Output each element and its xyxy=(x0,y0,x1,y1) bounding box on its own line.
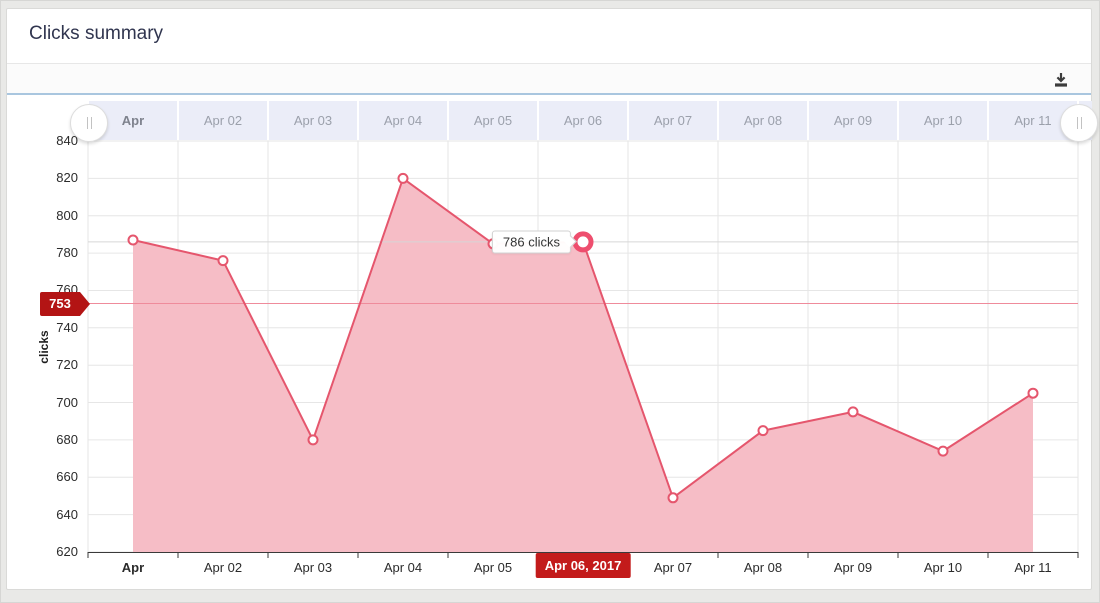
x-tick-label: Apr 07 xyxy=(653,560,693,575)
area-fill xyxy=(133,178,1033,552)
navigator-cell[interactable]: Apr 02 xyxy=(179,101,267,140)
download-button[interactable] xyxy=(1049,69,1073,89)
y-tick-label: 800 xyxy=(56,207,78,223)
y-tick-label: 620 xyxy=(56,544,78,559)
x-tick-label: Apr 10 xyxy=(923,560,963,575)
navigator-cell[interactable]: Apr 09 xyxy=(809,101,897,140)
y-tick-label: 680 xyxy=(56,431,78,447)
navigator-handle-right[interactable] xyxy=(1060,104,1098,142)
x-tick-label: Apr 09 xyxy=(833,560,873,575)
data-point[interactable] xyxy=(397,172,409,184)
chart-tooltip: 786 clicks xyxy=(491,230,571,254)
data-point[interactable] xyxy=(127,234,139,246)
data-point[interactable] xyxy=(847,406,859,418)
x-tick-label: Apr 03 xyxy=(293,560,333,575)
navigator-cell[interactable]: Apr 10 xyxy=(899,101,987,140)
y-axis-title: clicks xyxy=(37,329,51,364)
y-tick-label: 740 xyxy=(56,319,78,335)
navigator-cell[interactable]: Apr 03 xyxy=(269,101,357,140)
x-tick-label: Apr xyxy=(121,560,145,575)
data-point[interactable] xyxy=(307,434,319,446)
x-tick-label: Apr 04 xyxy=(383,560,423,575)
plotline-badge: 753 xyxy=(40,291,90,316)
y-tick-label: 820 xyxy=(56,170,78,186)
data-point[interactable] xyxy=(217,255,229,267)
tooltip-label: 786 clicks xyxy=(502,234,560,250)
y-tick-label: 840 xyxy=(56,133,78,148)
card-header: Clicks summary xyxy=(7,9,1091,64)
data-point[interactable] xyxy=(937,445,949,457)
page-title: Clicks summary xyxy=(29,23,164,44)
chart-toolbar xyxy=(7,64,1091,95)
y-tick-label: 720 xyxy=(56,357,78,373)
x-tick-label: Apr 02 xyxy=(203,560,243,575)
navigator-cell[interactable]: Apr 11 xyxy=(989,101,1077,140)
navigator-handle-left[interactable] xyxy=(70,104,108,142)
data-point[interactable] xyxy=(757,425,769,437)
navigator-cell[interactable]: Apr 04 xyxy=(359,101,447,140)
x-tick-label: Apr 05 xyxy=(473,560,513,575)
navigator-cell[interactable]: Apr 05 xyxy=(449,101,537,140)
y-tick-label: 780 xyxy=(56,245,78,261)
data-point[interactable] xyxy=(1027,387,1039,399)
navigator-cell[interactable]: Apr 08 xyxy=(719,101,807,140)
x-tick-label: Apr 08 xyxy=(743,560,783,575)
y-tick-label: 660 xyxy=(56,469,78,485)
navigator-cell[interactable]: Apr 07 xyxy=(629,101,717,140)
selected-date-badge: Apr 06, 2017 xyxy=(535,553,631,578)
y-tick-label: 640 xyxy=(56,506,78,522)
data-point[interactable] xyxy=(667,492,679,504)
y-tick-label: 700 xyxy=(56,394,78,410)
download-icon xyxy=(1055,72,1067,87)
x-tick-label: Apr 11 xyxy=(1014,560,1052,575)
selected-data-point[interactable] xyxy=(572,231,594,253)
navigator-cell[interactable]: Apr 06 xyxy=(539,101,627,140)
